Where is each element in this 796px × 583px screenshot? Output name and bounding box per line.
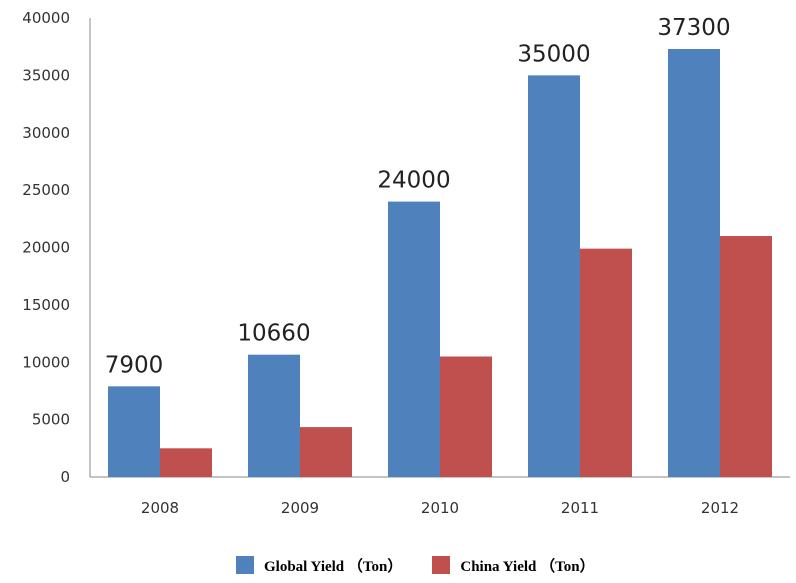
data-label-2010: 24000 [377, 168, 450, 194]
bar-global-2010 [388, 201, 440, 477]
bar-global-2009 [248, 354, 300, 477]
y-tick-label: 30000 [22, 124, 70, 142]
data-label-2008: 7900 [105, 352, 164, 378]
legend-swatch-china [432, 556, 451, 574]
y-tick-label: 25000 [22, 181, 70, 199]
y-tick-label: 20000 [22, 239, 70, 257]
data-labels: 7900 10660 24000 35000 37300 [105, 15, 731, 378]
bar-china-2011 [580, 248, 632, 477]
bar-global-2011 [528, 75, 580, 477]
x-tick-label: 2012 [701, 499, 739, 517]
bar-china-2010 [440, 356, 492, 477]
legend: Global Yield （Ton） China Yield （Ton） [236, 555, 625, 575]
bar-china-2012 [720, 236, 772, 477]
bars [108, 48, 772, 478]
y-tick-label: 5000 [32, 411, 70, 429]
data-label-2012: 37300 [657, 15, 730, 41]
bar-china-2009 [300, 427, 352, 477]
data-label-2011: 35000 [517, 41, 590, 67]
legend-item-china: China Yield （Ton） [432, 555, 595, 576]
bar-chart: 0 5000 10000 15000 20000 25000 30000 35000 40000… [22, 9, 790, 517]
x-tick-label: 2010 [421, 499, 459, 517]
y-tick-label: 15000 [22, 296, 70, 314]
y-axis-ticks: 0 5000 10000 15000 20000 25000 30000 35000 40000 [22, 9, 70, 486]
legend-label-global: Global Yield （Ton） [264, 558, 403, 575]
x-tick-label: 2008 [141, 499, 179, 517]
legend-label-china: China Yield （Ton） [460, 558, 595, 575]
x-tick-label: 2009 [281, 499, 319, 517]
x-axis-ticks: 2008 2009 2010 2011 2012 [141, 499, 739, 517]
y-tick-label: 40000 [22, 9, 70, 27]
bar-global-2008 [108, 386, 160, 477]
legend-swatch-global [236, 556, 254, 574]
bar-china-2008 [160, 448, 212, 477]
legend-item-global: Global Yield （Ton） [236, 555, 402, 576]
bar-global-2012 [668, 48, 720, 478]
data-label-2009: 10660 [237, 321, 310, 347]
y-tick-label: 0 [60, 468, 70, 486]
y-tick-label: 35000 [22, 66, 70, 84]
y-tick-label: 10000 [22, 353, 70, 371]
x-tick-label: 2011 [561, 499, 599, 517]
